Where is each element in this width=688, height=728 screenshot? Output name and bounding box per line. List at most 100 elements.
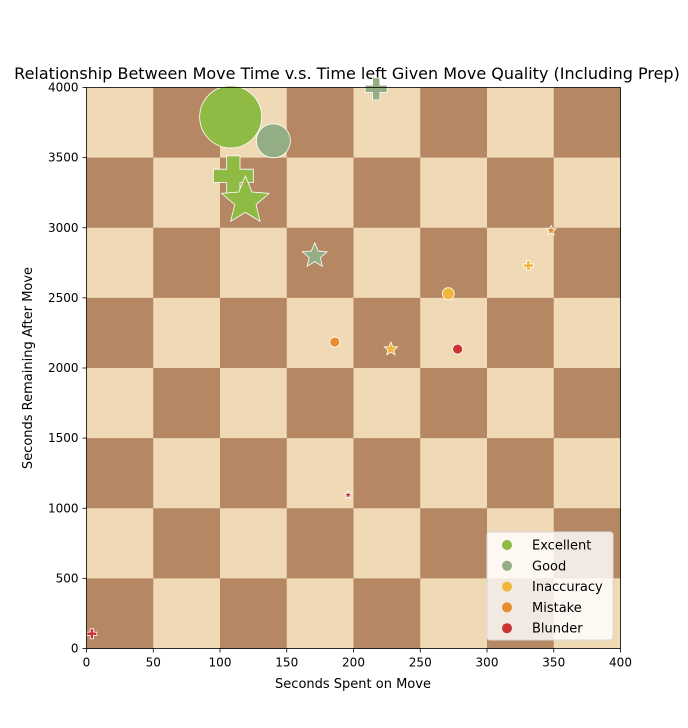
x-tick-label: 150 [275, 656, 298, 670]
board-square [420, 87, 488, 159]
y-axis-label: Seconds Remaining After Move [21, 267, 36, 469]
board-square [553, 368, 621, 439]
board-square [553, 157, 621, 229]
data-point-star [545, 224, 557, 236]
x-tick-label: 400 [609, 656, 632, 670]
x-axis: 0 50 100 150 200 250 300 350 400 [83, 648, 632, 670]
x-tick-label: 50 [146, 656, 161, 670]
board-square [353, 157, 421, 229]
legend-label: Good [532, 559, 566, 574]
data-point-star [343, 489, 353, 500]
board-square [487, 227, 555, 299]
board-square [86, 578, 154, 649]
board-square [86, 227, 154, 299]
y-tick-label: 3000 [48, 221, 79, 235]
board-square [286, 157, 354, 229]
data-point-star [383, 341, 399, 356]
board-square [353, 438, 421, 509]
board-square [353, 368, 421, 439]
data-points [86, 77, 557, 640]
y-tick-label: 1500 [48, 431, 79, 445]
y-tick-label: 2000 [48, 361, 79, 375]
x-tick-label: 250 [409, 656, 432, 670]
legend-marker [502, 560, 512, 571]
board-square [420, 438, 488, 509]
board-square [487, 87, 555, 159]
board-square [86, 157, 154, 229]
data-point-circle [329, 336, 341, 348]
board-square [487, 297, 555, 369]
legend: Excellent Good Inaccuracy Mistake Blunder [486, 531, 614, 641]
board-square [220, 297, 288, 369]
board-square [220, 368, 288, 439]
legend-label: Excellent [532, 539, 591, 554]
board-square [86, 438, 154, 509]
legend-marker [502, 540, 512, 550]
board-square [286, 438, 354, 509]
y-tick-label: 4000 [48, 81, 79, 95]
board-square [153, 368, 221, 439]
x-tick-label: 0 [83, 656, 91, 670]
x-tick-label: 350 [542, 656, 565, 670]
board-square [86, 368, 154, 439]
board-square [553, 297, 621, 369]
board-square [286, 368, 354, 439]
y-axis: 0 500 1000 1500 2000 2500 3000 3500 4000 [48, 81, 87, 656]
board-square [153, 297, 221, 369]
board-square [220, 578, 288, 649]
legend-label: Mistake [532, 601, 582, 616]
board-square [487, 438, 555, 509]
data-point-circle [452, 343, 464, 355]
y-tick-label: 2500 [48, 291, 79, 305]
board-square [220, 227, 288, 299]
board-square [286, 87, 354, 159]
board-square [153, 227, 221, 299]
data-point-star [301, 241, 329, 268]
x-tick-label: 300 [476, 656, 499, 670]
board-square [153, 508, 221, 579]
board-square [353, 87, 421, 159]
board-square [553, 87, 621, 159]
board-square [220, 438, 288, 509]
legend-marker [502, 602, 512, 613]
x-axis-label: Seconds Spent on Move [275, 677, 431, 692]
data-point-plus [522, 260, 534, 272]
legend-box [486, 531, 614, 641]
board-square [220, 508, 288, 579]
x-tick-label: 100 [209, 656, 232, 670]
board-square [286, 297, 354, 369]
board-square [420, 297, 488, 369]
legend-marker [502, 581, 512, 592]
y-tick-label: 1000 [48, 501, 79, 515]
board-square [487, 157, 555, 229]
board-square [86, 508, 154, 579]
board-square [286, 578, 354, 649]
legend-marker [502, 623, 512, 634]
board-square [420, 578, 488, 649]
data-point-plus [364, 77, 388, 101]
board-square [487, 368, 555, 439]
board-square [353, 508, 421, 579]
data-point-circle [441, 287, 455, 301]
board-square [153, 157, 221, 229]
board-square [553, 227, 621, 299]
data-point-circle [255, 123, 291, 159]
board-square [353, 578, 421, 649]
board-square [286, 508, 354, 579]
board-square [420, 508, 488, 579]
board-square [86, 87, 154, 159]
y-tick-label: 3500 [48, 151, 79, 165]
y-tick-label: 500 [56, 571, 79, 585]
board-square [353, 227, 421, 299]
board-square [86, 297, 154, 369]
legend-label: Blunder [532, 622, 583, 637]
data-point-circle [199, 85, 263, 149]
x-tick-label: 200 [342, 656, 365, 670]
y-tick-label: 0 [71, 642, 79, 656]
board-square [420, 227, 488, 299]
board-square [553, 438, 621, 509]
data-point-star [220, 175, 271, 223]
board-square [353, 297, 421, 369]
board-square [420, 157, 488, 229]
